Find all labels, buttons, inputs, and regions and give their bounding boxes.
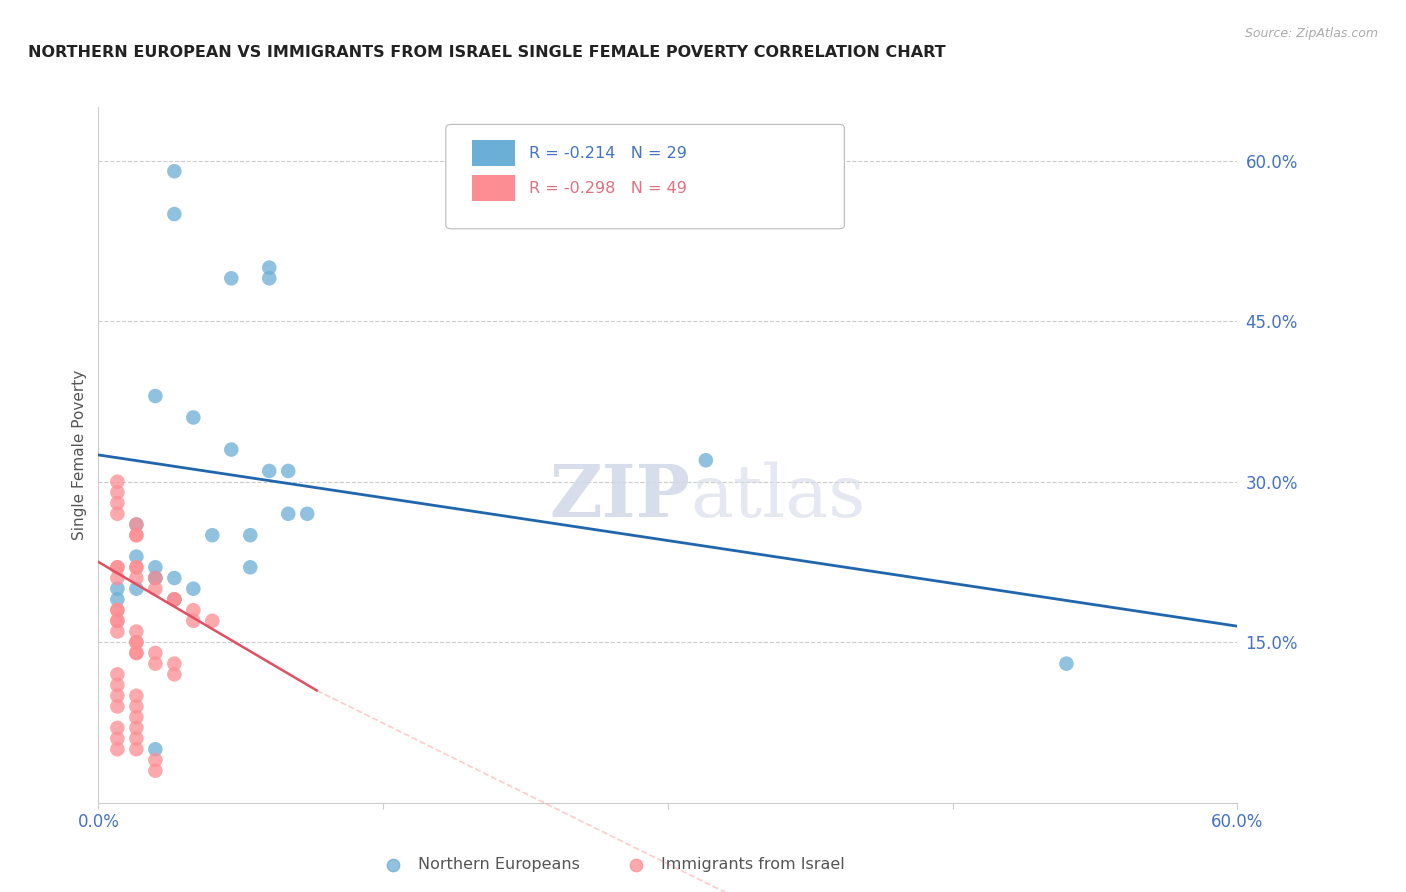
Point (183, 614, 205, 628)
Point (145, 753, 167, 767)
Point (163, 657, 186, 671)
Point (1056, 657, 1078, 671)
Text: NORTHERN EUROPEAN VS IMMIGRANTS FROM ISRAEL SINGLE FEMALE POVERTY CORRELATION CH: NORTHERN EUROPEAN VS IMMIGRANTS FROM ISR… (28, 45, 946, 60)
Point (125, 560, 148, 574)
Point (125, 549, 148, 564)
Point (125, 571, 148, 585)
Legend: Northern Europeans, Immigrants from Israel: Northern Europeans, Immigrants from Isra… (370, 851, 852, 879)
Point (125, 699, 148, 714)
Point (125, 710, 148, 724)
Point (163, 592, 186, 607)
Point (107, 742, 129, 756)
Point (107, 560, 129, 574)
Point (695, 453, 717, 467)
Point (125, 517, 148, 532)
Point (259, 271, 281, 285)
Point (125, 646, 148, 660)
Point (107, 475, 129, 489)
Point (277, 464, 299, 478)
Point (163, 207, 186, 221)
FancyBboxPatch shape (472, 140, 515, 166)
Point (107, 731, 129, 746)
Point (145, 582, 167, 596)
Point (125, 731, 148, 746)
Point (145, 657, 167, 671)
Text: R = -0.214   N = 29: R = -0.214 N = 29 (529, 146, 686, 161)
Y-axis label: Single Female Poverty: Single Female Poverty (72, 370, 87, 540)
Point (107, 689, 129, 703)
Point (107, 485, 129, 500)
Point (125, 635, 148, 649)
Point (183, 582, 205, 596)
Point (259, 260, 281, 275)
Point (259, 464, 281, 478)
Point (125, 528, 148, 542)
Point (107, 496, 129, 510)
Point (107, 592, 129, 607)
Point (163, 592, 186, 607)
Point (107, 667, 129, 681)
Point (163, 164, 186, 178)
Text: ZIP: ZIP (550, 461, 690, 533)
Point (125, 560, 148, 574)
Point (163, 571, 186, 585)
Point (145, 764, 167, 778)
Point (107, 624, 129, 639)
Point (107, 721, 129, 735)
Point (221, 442, 243, 457)
Point (201, 614, 224, 628)
Text: atlas: atlas (690, 461, 866, 532)
Point (145, 646, 167, 660)
Point (107, 582, 129, 596)
Point (201, 528, 224, 542)
Point (125, 582, 148, 596)
Point (239, 560, 262, 574)
Point (107, 614, 129, 628)
Point (297, 507, 319, 521)
Point (107, 603, 129, 617)
Point (239, 528, 262, 542)
Point (145, 389, 167, 403)
Point (125, 624, 148, 639)
Point (107, 571, 129, 585)
Point (163, 592, 186, 607)
Point (107, 507, 129, 521)
Point (145, 560, 167, 574)
Point (145, 571, 167, 585)
Point (107, 699, 129, 714)
Point (277, 507, 299, 521)
FancyBboxPatch shape (472, 175, 515, 201)
Point (107, 678, 129, 692)
Text: R = -0.298   N = 49: R = -0.298 N = 49 (529, 181, 686, 196)
Point (125, 528, 148, 542)
Point (145, 742, 167, 756)
FancyBboxPatch shape (446, 124, 845, 229)
Point (145, 571, 167, 585)
Point (125, 646, 148, 660)
Point (107, 603, 129, 617)
Point (125, 742, 148, 756)
Point (145, 571, 167, 585)
Point (125, 517, 148, 532)
Point (125, 721, 148, 735)
Point (221, 271, 243, 285)
Point (107, 560, 129, 574)
Point (125, 635, 148, 649)
Point (183, 410, 205, 425)
Point (107, 614, 129, 628)
Text: Source: ZipAtlas.com: Source: ZipAtlas.com (1244, 27, 1378, 40)
Point (163, 667, 186, 681)
Point (183, 603, 205, 617)
Point (125, 689, 148, 703)
